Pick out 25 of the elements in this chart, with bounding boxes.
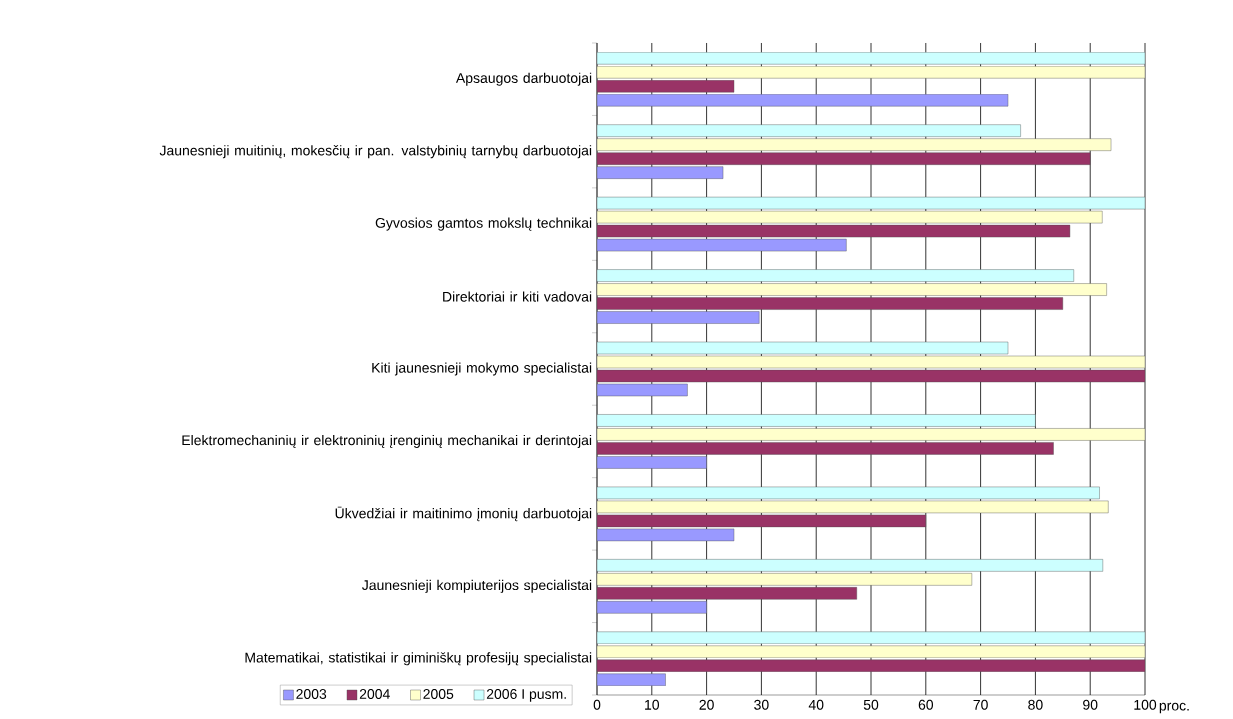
x-tick-label: 0 (593, 699, 601, 710)
y-tick-label: Ūkvedžiai ir maitinimo įmonių darbuotojai (335, 506, 592, 522)
y-tick-label: Apsaugos darbuotojai (455, 72, 592, 86)
y-tick-label: Kiti jaunesnieji mokymo specialistai (372, 362, 592, 376)
x-tick-label: 20 (699, 699, 714, 710)
x-axis-title: proc. (1159, 702, 1189, 714)
x-tick-label: 60 (918, 699, 934, 710)
x-tick-label: 90 (1083, 699, 1098, 710)
y-tick-label: Jaunesnieji kompiuterijos specialistai (362, 579, 592, 593)
y-tick-label: Direktoriai ir kiti vadovai (443, 291, 592, 302)
x-tick-label: 50 (863, 699, 879, 710)
x-tick-label: 10 (645, 699, 660, 710)
x-tick-label: 40 (808, 699, 824, 710)
x-tick-label: 30 (754, 699, 769, 710)
y-tick-label: Elektromechaninių ir elektroninių įrenginių mechanikai ir derintojai (182, 434, 592, 448)
y-tick-label: Gyvosios gamtos mokslų technikai (375, 217, 592, 231)
legend-label: 2006 I pusm. (486, 689, 566, 702)
legend-label: 2004 (359, 689, 390, 699)
legend-label: 2005 (423, 689, 454, 699)
y-tick-label: Matematikai, statistikai ir giminiškų profesijų specialistai (245, 652, 592, 666)
x-tick-label: 70 (973, 699, 988, 710)
y-tick-label: Jaunesnieji muitinių, mokesčių ir pan. valstybinių tarnybų darbuotojai (159, 145, 592, 159)
legend-label: 2003 (296, 689, 327, 699)
x-tick-label: 100 (1134, 699, 1157, 710)
x-tick-label: 80 (1028, 699, 1043, 710)
